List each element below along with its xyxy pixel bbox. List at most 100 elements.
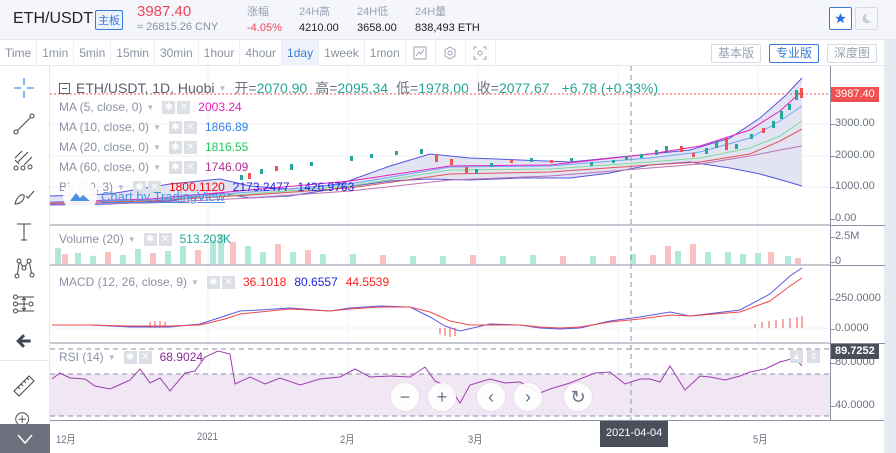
chevron-down-icon[interactable]: ▼ — [153, 142, 161, 152]
close-icon[interactable]: ✕ — [147, 180, 161, 194]
scroll-left-button[interactable]: ‹ — [477, 383, 505, 411]
stat-low: 24H低 3658.00 — [357, 3, 397, 34]
ruler-icon — [13, 375, 35, 397]
interval-1min[interactable]: 1min — [37, 39, 75, 66]
trendline-tool[interactable] — [9, 109, 39, 139]
interval-1mon[interactable]: 1mon — [365, 39, 406, 66]
chevron-down-icon[interactable]: ▼ — [117, 182, 125, 192]
high-value: 2095.34 — [337, 80, 388, 96]
indicator-name[interactable]: MA (5, close, 0) — [59, 100, 143, 114]
gear-icon[interactable]: ✱ — [168, 140, 182, 154]
scroll-right-button[interactable]: › — [514, 383, 542, 411]
collapse-tools-button[interactable] — [0, 424, 50, 453]
interval-30min[interactable]: 30min — [155, 39, 199, 66]
indicator-name[interactable]: MA (10, close, 0) — [59, 120, 150, 134]
text-tool[interactable] — [9, 217, 39, 247]
y-tick: 2.5M — [830, 230, 860, 242]
x-tick: 2021 — [197, 431, 218, 443]
x-tick: 2月 — [340, 434, 355, 446]
indicator-name[interactable]: RSI (14) — [59, 350, 104, 364]
close-icon[interactable]: ✕ — [183, 160, 197, 174]
cny-price: ≈ 26815.26 CNY — [137, 21, 219, 33]
gear-icon[interactable]: ✱ — [162, 100, 176, 114]
gear-icon[interactable]: ✱ — [168, 120, 182, 134]
stat-label: 24H高 — [299, 6, 331, 18]
theme-toggle-button[interactable] — [855, 7, 878, 30]
indicator-ma20: MA (20, close, 0) ▼ ✱ ✕ 1816.55 — [59, 140, 248, 154]
watermark-text[interactable]: Chart by TradingView — [101, 188, 226, 204]
indicator-button[interactable] — [406, 39, 436, 66]
chart-area[interactable]: ETH/USDT, 1D, Huobi ▼ 开= 2070.90 高= 2095.3… — [50, 66, 885, 453]
chevron-right-icon: › — [525, 386, 531, 407]
close-icon[interactable]: ✕ — [138, 350, 152, 364]
y-tick: 3000.00 — [831, 117, 875, 129]
price-axis[interactable]: 3987.40 3000.00 2000.00 1000.00 0.00 2.5… — [830, 66, 885, 420]
fib-tool[interactable] — [9, 289, 39, 319]
reset-chart-button[interactable]: ↻ — [564, 383, 592, 411]
screenshot-button[interactable] — [466, 39, 496, 66]
ruler-tool[interactable] — [9, 371, 39, 401]
chart-canvas[interactable] — [50, 66, 830, 420]
view-pro-button[interactable]: 专业版 — [769, 44, 820, 63]
indicator-name[interactable]: Volume (20) — [59, 232, 124, 246]
axis-divider — [830, 343, 885, 344]
arrow-up-icon: ▲ — [792, 351, 801, 361]
view-basic-button[interactable]: 基本版 — [711, 44, 762, 63]
pane-maximize-button[interactable]: ⇕ — [807, 350, 820, 363]
pattern-tool[interactable] — [9, 253, 39, 283]
arrows-vertical-icon: ⇕ — [809, 351, 818, 361]
indicator-value: 1426.9763 — [297, 180, 355, 194]
brush-tool[interactable] — [9, 181, 39, 211]
chevron-down-icon[interactable]: ▼ — [107, 352, 116, 362]
chevron-down-icon[interactable]: ▼ — [191, 277, 199, 287]
chevron-down-icon[interactable]: ▼ — [127, 234, 136, 244]
macd-histogram: 44.5539 — [345, 275, 390, 289]
view-depth-button[interactable]: 深度图 — [827, 44, 878, 63]
stat-value: -4.05% — [247, 22, 282, 34]
crosshair-tool[interactable] — [9, 73, 39, 103]
chevron-down-icon[interactable]: ▼ — [218, 83, 227, 93]
gear-icon[interactable]: ✱ — [143, 232, 157, 246]
interval-4hour[interactable]: 4hour — [240, 39, 283, 66]
interval-1day[interactable]: 1day — [282, 39, 320, 66]
plus-icon: + — [436, 386, 448, 407]
pitchfork-tool[interactable] — [9, 145, 39, 175]
gear-icon[interactable]: ✱ — [123, 350, 137, 364]
open-label: 开= — [234, 80, 257, 96]
symbol-title[interactable]: ETH/USDT, 1D, Huobi — [76, 80, 215, 96]
indicator-name[interactable]: MA (60, close, 0) — [59, 160, 150, 174]
interval-1week[interactable]: 1week — [319, 39, 365, 66]
gear-icon[interactable]: ✱ — [168, 160, 182, 174]
gear-icon[interactable]: ✱ — [132, 180, 146, 194]
tradingview-watermark[interactable]: Chart by TradingView — [63, 179, 225, 213]
indicator-name[interactable]: MACD (12, 26, close, 9) — [59, 275, 188, 289]
pane-up-button[interactable]: ▲ — [790, 350, 803, 363]
close-icon[interactable]: ✕ — [177, 100, 191, 114]
close-icon[interactable]: ✕ — [183, 140, 197, 154]
tradingview-logo — [63, 179, 97, 213]
gear-icon[interactable]: ✱ — [206, 275, 220, 289]
chevron-down-icon[interactable]: ▼ — [153, 122, 161, 132]
close-icon[interactable]: ✕ — [183, 120, 197, 134]
favorite-button[interactable] — [829, 7, 852, 30]
interval-time[interactable]: Time — [0, 39, 38, 66]
x-tick: 12月 — [56, 434, 76, 446]
close-icon[interactable]: ✕ — [158, 232, 172, 246]
indicator-ma60: MA (60, close, 0) ▼ ✱ ✕ 1746.09 — [59, 160, 248, 174]
interval-5min[interactable]: 5min — [74, 39, 112, 66]
y-tick: 0 — [830, 255, 842, 267]
close-icon[interactable]: ✕ — [221, 275, 235, 289]
interval-15min[interactable]: 15min — [111, 39, 155, 66]
indicator-value: 1800.1120 — [168, 180, 225, 194]
chevron-down-icon[interactable]: ▼ — [146, 102, 155, 112]
collapse-legend-icon[interactable] — [59, 82, 70, 94]
zoom-in-button[interactable]: + — [428, 383, 456, 411]
back-tool[interactable] — [9, 326, 39, 356]
time-axis[interactable]: 12月 2021 2月 3月 2021-04-04 5月 — [50, 420, 884, 453]
indicator-name[interactable]: MA (20, close, 0) — [59, 140, 150, 154]
chevron-down-icon[interactable]: ▼ — [153, 162, 161, 172]
interval-1hour[interactable]: 1hour — [199, 39, 241, 66]
zoom-out-button[interactable]: − — [391, 383, 419, 411]
settings-button[interactable] — [436, 39, 466, 66]
stat-value: 4210.00 — [299, 22, 339, 34]
